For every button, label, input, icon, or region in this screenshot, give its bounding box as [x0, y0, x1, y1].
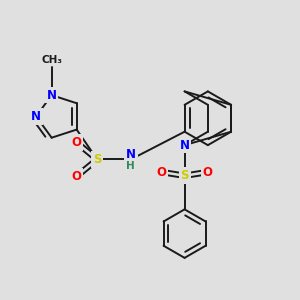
- Text: O: O: [203, 166, 213, 178]
- Text: N: N: [46, 88, 57, 102]
- Text: H: H: [126, 161, 135, 171]
- Text: N: N: [126, 148, 136, 161]
- Text: O: O: [156, 166, 167, 178]
- Text: S: S: [93, 153, 101, 166]
- Text: CH₃: CH₃: [41, 55, 62, 65]
- Text: O: O: [72, 136, 82, 149]
- Text: N: N: [180, 139, 190, 152]
- Text: O: O: [72, 170, 82, 183]
- Text: N: N: [31, 110, 41, 123]
- Text: S: S: [180, 169, 189, 182]
